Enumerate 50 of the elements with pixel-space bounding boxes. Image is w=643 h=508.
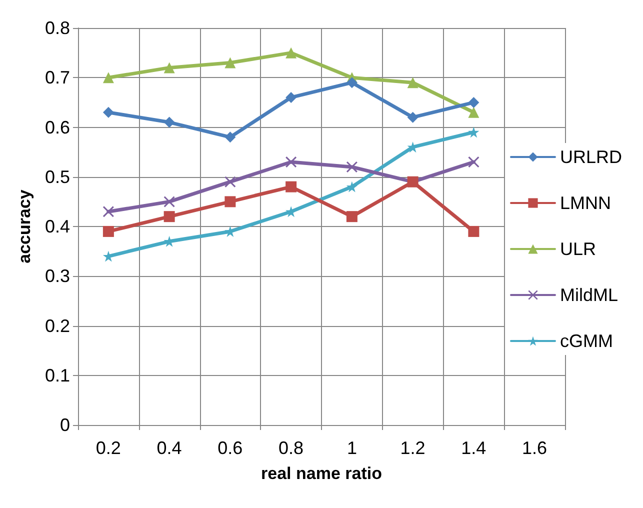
point	[468, 226, 480, 237]
legend-label: LMNN	[560, 193, 612, 213]
y-tick-label: 0.5	[44, 166, 70, 187]
point	[468, 96, 480, 108]
legend-label: MildML	[560, 285, 618, 305]
point	[164, 196, 175, 208]
point	[407, 77, 418, 88]
point	[346, 181, 358, 192]
point	[164, 62, 175, 74]
point	[224, 176, 236, 188]
y-tick-label: 0.8	[44, 18, 70, 38]
point	[346, 77, 358, 88]
point	[286, 47, 297, 58]
x-tick-label: 0.6	[218, 438, 243, 458]
point	[102, 72, 114, 84]
y-tick-label: 0.7	[44, 68, 70, 88]
x-axis-title: real name ratio	[261, 464, 382, 483]
legend-label: cGMM	[560, 331, 613, 351]
y-tick-label: 0.3	[44, 266, 70, 286]
point	[224, 196, 236, 208]
legend-label: ULR	[560, 239, 596, 259]
x-tick-label: 1.4	[461, 438, 486, 458]
point	[407, 112, 418, 123]
x-tick-label: 0.2	[96, 438, 121, 458]
point	[102, 206, 114, 218]
x-tick-label: 1	[346, 438, 357, 458]
point	[346, 161, 358, 172]
y-axis-title: accuracy	[15, 189, 34, 264]
y-tick-label: 0	[60, 415, 70, 435]
y-tick-label: 0.6	[44, 117, 70, 138]
point	[224, 57, 236, 68]
point	[224, 132, 236, 143]
x-tick-label: 0.8	[278, 438, 304, 458]
y-tick-label: 0.4	[44, 216, 70, 236]
x-tick-label: 0.4	[156, 438, 182, 458]
y-tick-label: 0.1	[44, 365, 70, 386]
point	[164, 211, 175, 222]
point	[286, 156, 297, 168]
point	[468, 106, 480, 118]
x-tick-label: 1.2	[400, 438, 426, 458]
point	[286, 92, 297, 103]
point	[164, 116, 175, 128]
point	[468, 126, 480, 138]
y-tick-label: 0.2	[44, 316, 70, 336]
point	[286, 181, 297, 192]
point	[346, 211, 358, 222]
point	[102, 106, 114, 118]
legend-label: URLRD	[560, 147, 622, 167]
x-tick-label: 1.6	[522, 438, 548, 458]
point	[102, 226, 114, 237]
